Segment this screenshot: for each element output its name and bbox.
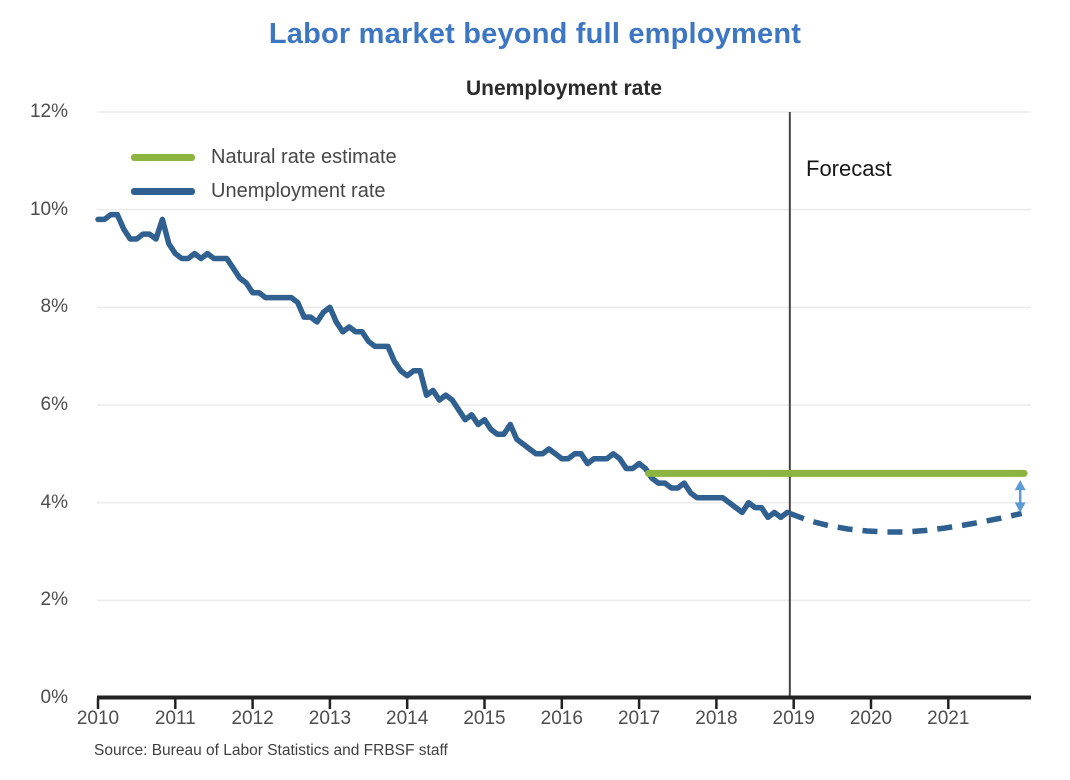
x-tick-label: 2010 [76, 708, 120, 729]
legend-item-natural-rate: Natural rate estimate [131, 140, 397, 174]
source-note: Source: Bureau of Labor Statistics and F… [94, 742, 448, 759]
unemployment-line [95, 211, 791, 521]
x-tick-label: 2015 [463, 708, 506, 729]
y-tick-label: 12% [29, 101, 68, 122]
y-tick-label: 8% [40, 296, 68, 318]
x-tick-label: 2017 [617, 708, 661, 729]
unemployment-rate-line-swatch [131, 187, 195, 195]
y-tick-label: 4% [40, 491, 68, 513]
gap-arrow-head-down [1014, 502, 1026, 513]
natural-rate-line-swatch [131, 153, 195, 161]
x-tick-label: 2020 [849, 708, 893, 729]
x-tick-label: 2019 [772, 708, 815, 729]
x-tick-label: 2016 [540, 708, 583, 729]
x-tick-label: 2012 [231, 708, 274, 729]
unemployment-forecast-line [788, 510, 1023, 535]
y-tick-label: 0% [40, 687, 68, 708]
forecast-label: Forecast [806, 156, 892, 181]
x-tick-label: 2021 [927, 708, 970, 729]
x-tick-label: 2014 [386, 708, 429, 729]
chart-subtitle: Unemployment rate [465, 77, 663, 100]
y-tick-label: 2% [40, 589, 68, 611]
x-tick-label: 2018 [695, 708, 738, 729]
page-title: Labor market beyond full employment [268, 18, 802, 50]
gap-arrow-head-up [1014, 480, 1026, 491]
legend-label: Unemployment rate [211, 179, 386, 202]
y-tick-label: 6% [40, 394, 68, 415]
legend: Natural rate estimate Unemployment rate [131, 140, 397, 208]
y-tick-label: 10% [29, 198, 68, 220]
x-tick-label: 2013 [308, 708, 352, 729]
x-tick-label: 2011 [154, 708, 196, 729]
legend-item-unemployment-rate: Unemployment rate [131, 174, 397, 208]
legend-label: Natural rate estimate [211, 145, 397, 168]
